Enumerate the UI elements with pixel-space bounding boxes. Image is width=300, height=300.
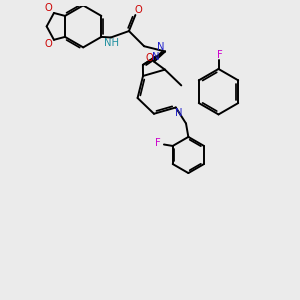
Text: O: O xyxy=(135,5,143,15)
Text: F: F xyxy=(155,138,161,148)
Text: N: N xyxy=(157,42,164,52)
Text: N: N xyxy=(152,52,159,62)
Text: O: O xyxy=(45,40,52,50)
Text: N: N xyxy=(175,108,182,118)
Text: O: O xyxy=(45,3,52,13)
Text: O: O xyxy=(146,53,154,63)
Text: F: F xyxy=(217,50,223,60)
Text: NH: NH xyxy=(104,38,119,48)
